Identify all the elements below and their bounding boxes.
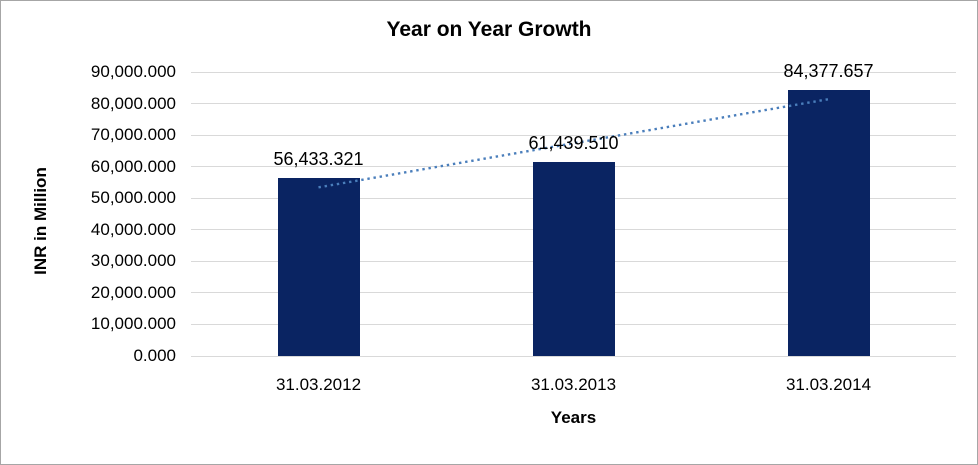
y-tick-label: 70,000.000: [90, 125, 176, 145]
y-tick-label: 10,000.000: [90, 314, 176, 334]
y-tick-label: 80,000.000: [90, 93, 176, 113]
data-label: 84,377.657: [783, 60, 874, 81]
y-tick-label: 60,000.000: [90, 156, 176, 176]
y-tick-label: 0.000: [133, 346, 176, 365]
x-tick-label: 31.03.2013: [530, 375, 617, 394]
x-tick-label: 31.03.2012: [275, 375, 362, 394]
y-tick-label: 90,000.000: [90, 62, 176, 81]
y-tick-label: 30,000.000: [90, 251, 176, 271]
y-tick-label: 50,000.000: [90, 188, 176, 208]
bar: [277, 177, 360, 356]
data-label: 61,439.510: [528, 133, 619, 154]
x-tick-label: 31.03.2014: [785, 375, 872, 394]
gridline: [191, 355, 956, 357]
x-axis-title: Years: [550, 408, 597, 427]
data-label: 56,433.321: [273, 148, 364, 169]
y-tick-label: 20,000.000: [90, 282, 176, 302]
y-tick-label: 40,000.000: [90, 219, 176, 239]
gridline: [191, 71, 956, 73]
bar: [787, 89, 870, 356]
chart-title: Year on Year Growth: [386, 18, 592, 41]
bar: [532, 162, 615, 356]
